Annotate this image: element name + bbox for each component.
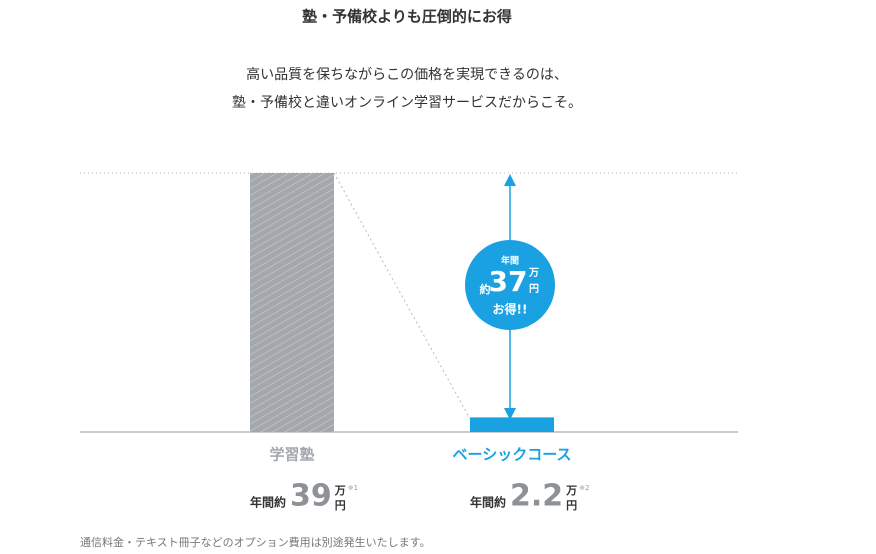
value-label: 2.2 [510, 479, 563, 514]
badge-value: 37 [489, 265, 528, 298]
category-label: 学習塾 [269, 446, 314, 464]
bar [470, 417, 554, 432]
value-prefix: 年間約 [470, 495, 506, 510]
value-prefix: 年間約 [250, 495, 286, 510]
footnote: 通信料金・テキスト冊子などのオプション費用は別途発生いたします。 [80, 535, 431, 549]
chart-title: 塾・予備校よりも圧倒的にお得 [302, 8, 512, 26]
savings-badge [465, 240, 555, 330]
subtitle: 塾・予備校と違いオンライン学習サービスだからこそ。 [232, 94, 582, 111]
value-unit: 万 [334, 484, 346, 497]
value-note: ※2 [579, 484, 589, 492]
value-unit: 万 [565, 484, 577, 497]
bar-hatch [250, 173, 334, 432]
value-unit: 円 [335, 499, 346, 512]
value-unit: 円 [566, 499, 577, 512]
badge-suffix: お得!! [493, 302, 528, 317]
value-note: ※1 [348, 484, 358, 492]
badge-prefix: 年間 [501, 255, 519, 267]
category-label: ベーシックコース [453, 446, 572, 464]
badge-unit: 円 [529, 283, 539, 295]
value-label: 39 [290, 479, 332, 514]
subtitle: 高い品質を保ちながらこの価格を実現できるのは、 [246, 66, 568, 83]
badge-unit: 万 [528, 267, 539, 279]
badge-approx: 約 [480, 282, 491, 296]
diagonal-guide [333, 172, 471, 420]
